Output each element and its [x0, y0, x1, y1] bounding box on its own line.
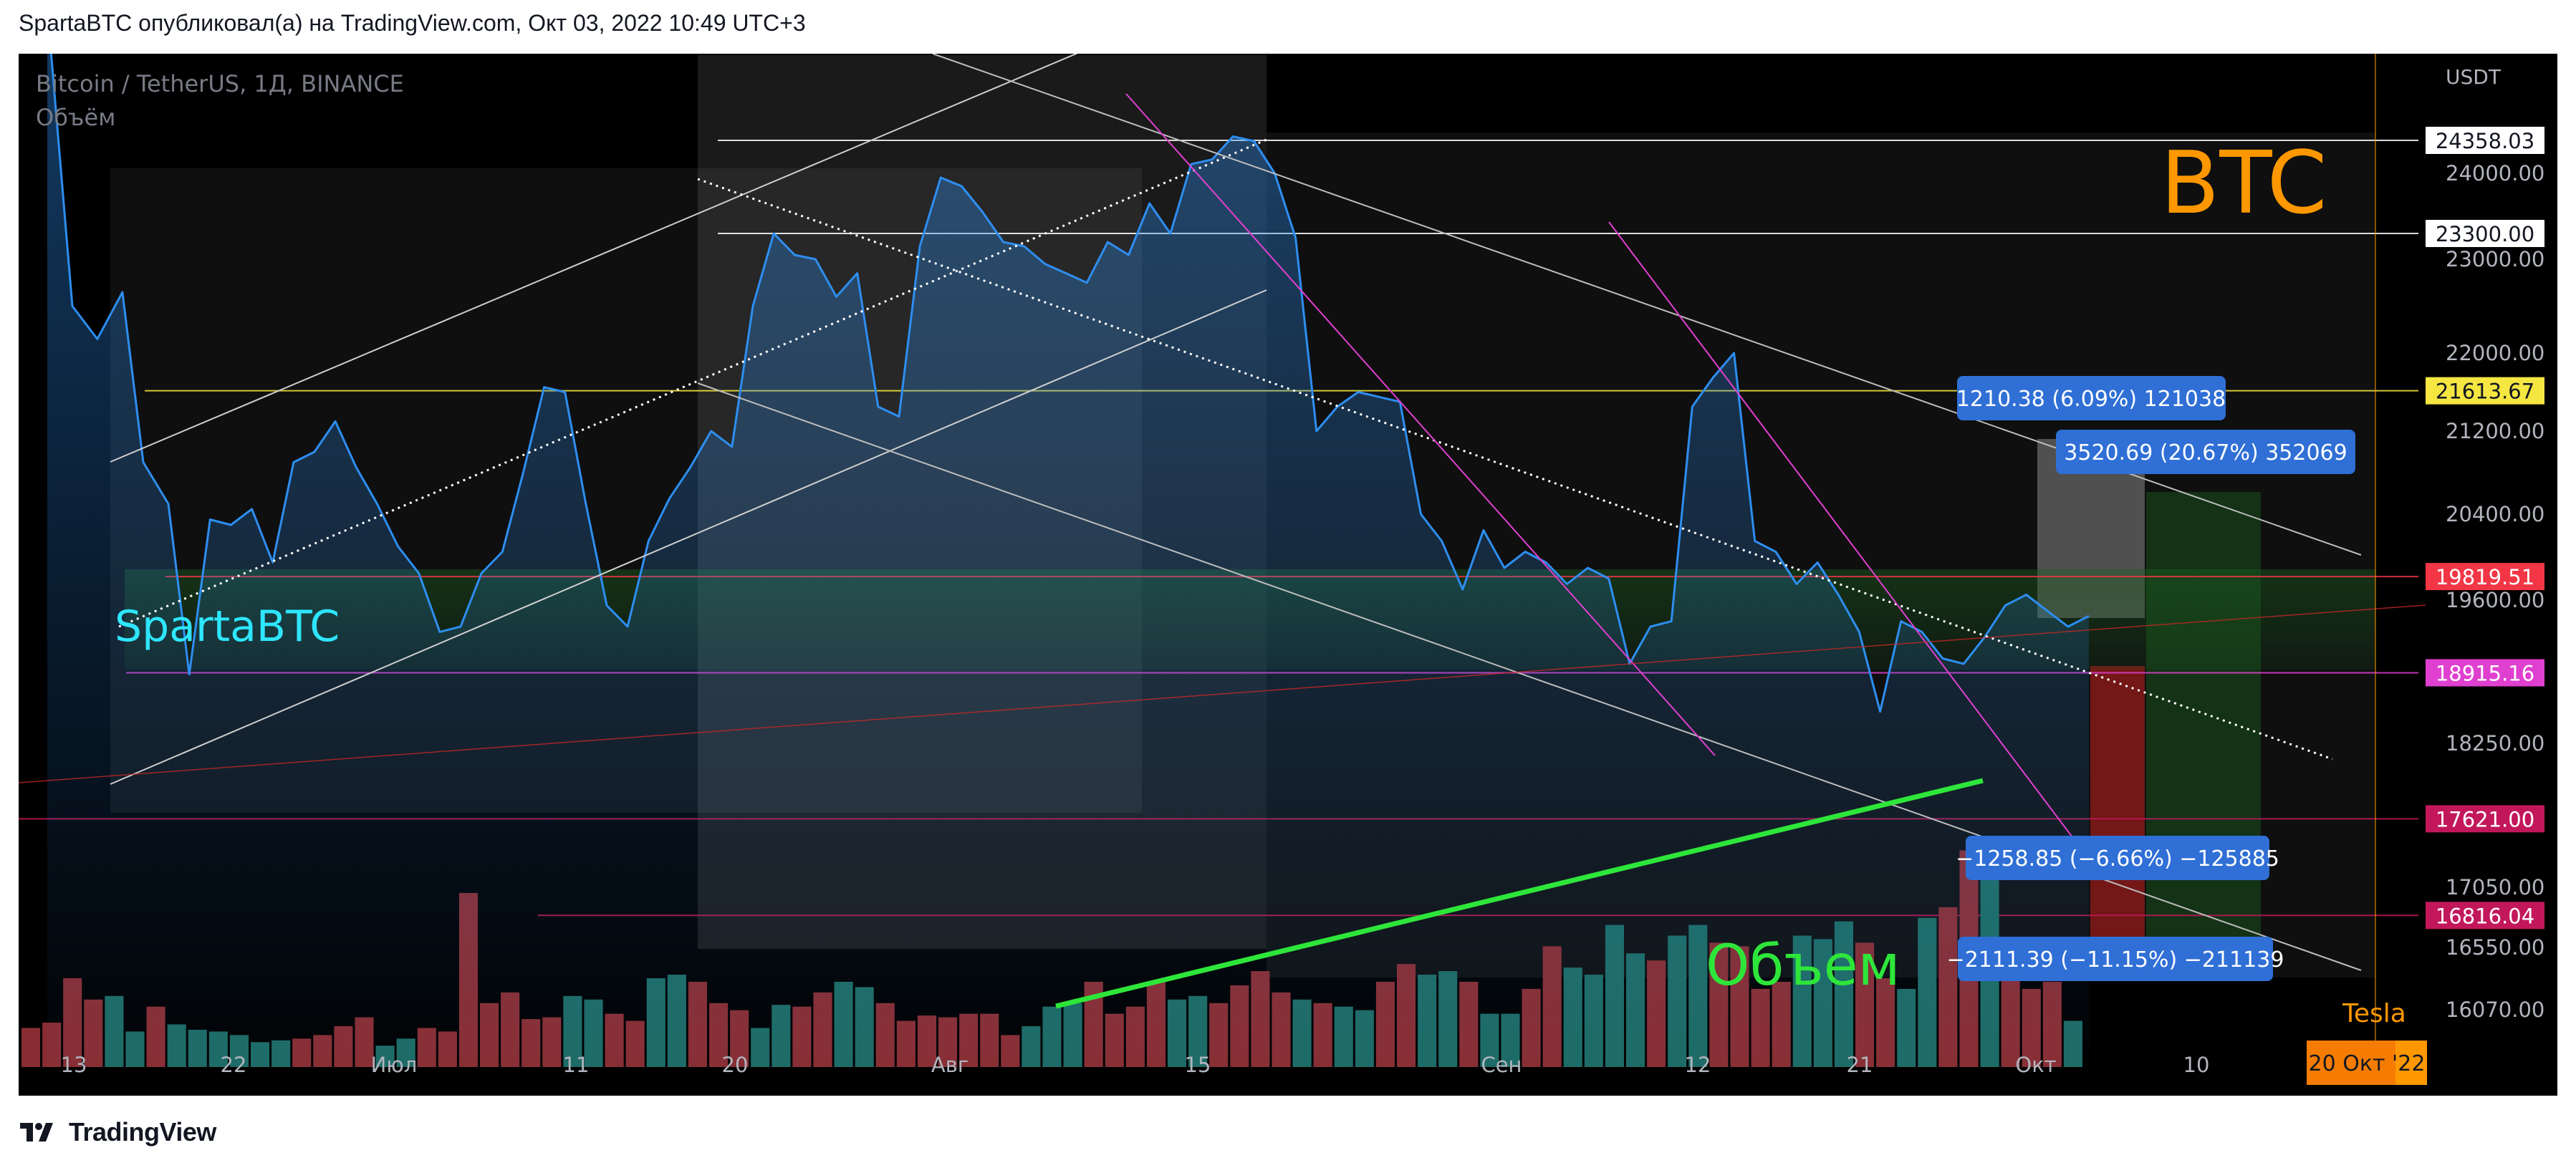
- range-zone-red[interactable]: [2090, 666, 2145, 967]
- tradingview-logo-icon: [20, 1123, 53, 1142]
- price-tick: 24000.00: [2446, 161, 2544, 185]
- svg-text:17621.00: 17621.00: [2436, 807, 2534, 831]
- time-tick: Авг: [931, 1053, 969, 1077]
- level-badge[interactable]: 18915.16: [2426, 659, 2544, 687]
- price-tick: 21200.00: [2446, 419, 2544, 443]
- time-tick: 21: [1847, 1053, 1873, 1077]
- price-tick: 17050.00: [2446, 875, 2544, 899]
- price-tick: 18250.00: [2446, 731, 2544, 756]
- level-badge[interactable]: 16816.04: [2426, 902, 2544, 930]
- time-tick: Окт: [2015, 1053, 2056, 1077]
- measure-box-2[interactable]: 3520.69 (20.67%) 352069: [2056, 430, 2355, 474]
- measure-text-2: 3520.69 (20.67%) 352069: [2064, 440, 2347, 465]
- level-badge[interactable]: 17621.00: [2426, 805, 2544, 833]
- symbol-legend[interactable]: Bitcoin / TetherUS, 1Д, BINANCE: [36, 70, 404, 97]
- trend-lines[interactable]: [18, 46, 2426, 1009]
- measure-text-3: −1258.85 (−6.66%) −125885: [1956, 846, 2279, 872]
- volume-trend-green[interactable]: [1055, 778, 1984, 1009]
- price-area: [47, 54, 2089, 1067]
- time-tick: 22: [221, 1053, 247, 1077]
- volume-bar: [21, 1028, 41, 1067]
- footer-brand-text: TradingView: [69, 1117, 216, 1147]
- svg-text:18915.16: 18915.16: [2436, 661, 2534, 685]
- date-badge[interactable]: 20 Окт '22: [2307, 1041, 2427, 1085]
- dotted-trend-up[interactable]: [118, 138, 1267, 628]
- level-badge[interactable]: 19819.51: [2426, 563, 2544, 591]
- price-tick: 22000.00: [2446, 341, 2544, 365]
- measure-box-3[interactable]: −1258.85 (−6.66%) −125885: [1956, 836, 2279, 880]
- dotted-trend[interactable]: [697, 178, 2333, 761]
- price-tick: 20400.00: [2446, 502, 2544, 526]
- price-line[interactable]: [47, 54, 2090, 713]
- quote-currency: USDT: [2446, 65, 2501, 89]
- btc-label[interactable]: BTC: [2161, 134, 2327, 233]
- footer-brand[interactable]: TradingView: [19, 1114, 216, 1150]
- measure-text-4: −2111.39 (−11.15%) −211139: [1947, 947, 2284, 972]
- tesla-label[interactable]: Tesla: [2342, 999, 2406, 1028]
- level-badge[interactable]: 24358.03: [2426, 127, 2544, 154]
- price-axis[interactable]: 24000.00 23000.00 22000.00 21200.00 20400.00…: [2426, 127, 2544, 1022]
- price-tick: 19600.00: [2446, 588, 2544, 612]
- channel-up-bottom[interactable]: [110, 289, 1267, 785]
- time-tick: 20: [722, 1053, 749, 1077]
- date-badge-text: 20 Окт '22: [2309, 1051, 2426, 1076]
- svg-text:16816.04: 16816.04: [2436, 904, 2534, 928]
- time-tick: 10: [2183, 1053, 2210, 1077]
- magenta-trend-2[interactable]: [1608, 221, 2075, 841]
- chart-panel[interactable]: Bitcoin / TetherUS, 1Д, BINANCE Объём BT…: [18, 46, 2557, 1096]
- svg-text:21613.67: 21613.67: [2436, 380, 2534, 404]
- svg-text:23300.00: 23300.00: [2436, 222, 2534, 246]
- price-chart[interactable]: Bitcoin / TetherUS, 1Д, BINANCE Объём BT…: [18, 46, 2557, 1096]
- magenta-trend-1[interactable]: [1125, 93, 1716, 756]
- red-trend-slope[interactable]: [18, 604, 2426, 783]
- level-badge[interactable]: 23300.00: [2426, 220, 2544, 247]
- level-badge[interactable]: 21613.67: [2426, 377, 2544, 405]
- time-tick: 12: [1685, 1053, 1711, 1077]
- channel-up-top[interactable]: [110, 46, 1094, 463]
- volume-note[interactable]: Объем: [1706, 934, 1900, 998]
- time-tick: 15: [1185, 1053, 1211, 1077]
- price-series[interactable]: [47, 54, 2090, 1067]
- measure-box-1[interactable]: 1210.38 (6.09%) 121038: [1956, 376, 2226, 420]
- price-tick: 16550.00: [2446, 935, 2544, 960]
- price-tick: 16070.00: [2446, 998, 2544, 1022]
- publish-info: SpartaBTC опубликовал(а) на TradingView.…: [19, 10, 806, 36]
- svg-text:24358.03: 24358.03: [2436, 129, 2534, 153]
- volume-legend[interactable]: Объём: [36, 104, 115, 131]
- time-axis[interactable]: 13 22 Июл 11 20 Авг 15 Сен 12 21 Окт 10: [61, 1053, 2210, 1077]
- author-label[interactable]: SpartaBTC: [115, 602, 340, 652]
- time-tick: Сен: [1481, 1053, 1522, 1077]
- time-tick: 13: [61, 1053, 87, 1077]
- measure-text-1: 1210.38 (6.09%) 121038: [1956, 387, 2226, 412]
- measure-box-4[interactable]: −2111.39 (−11.15%) −211139: [1947, 937, 2284, 981]
- time-tick: 11: [563, 1053, 590, 1077]
- svg-text:19819.51: 19819.51: [2436, 565, 2534, 589]
- price-tick: 23000.00: [2446, 247, 2544, 271]
- time-tick: Июл: [371, 1053, 418, 1077]
